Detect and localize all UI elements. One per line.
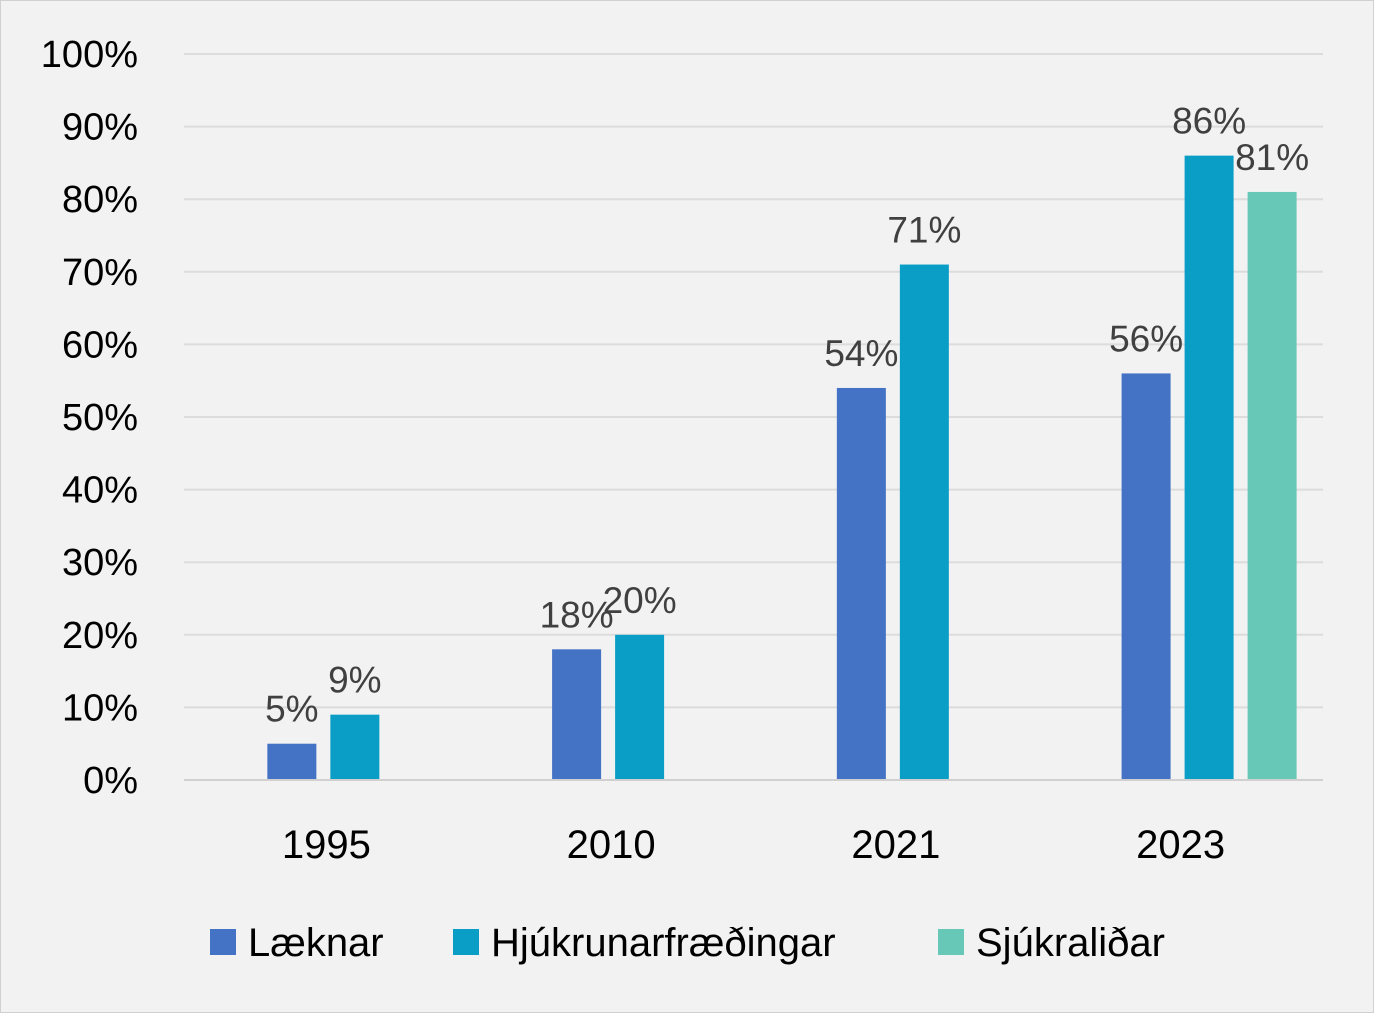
y-tick-label: 50% bbox=[62, 397, 138, 439]
data-label: 18% bbox=[540, 594, 614, 635]
legend-label: Hjúkrunarfræðingar bbox=[491, 921, 836, 965]
gridlines bbox=[184, 53, 1323, 709]
data-label: 5% bbox=[265, 689, 318, 730]
bar-hjúkrunarfræðingar-1995 bbox=[330, 714, 380, 780]
y-tick-label: 100% bbox=[41, 34, 138, 76]
legend: Læknar Hjúkrunarfræðingar Sjúkraliðar bbox=[210, 921, 1165, 965]
y-tick-label: 60% bbox=[62, 324, 138, 366]
data-label: 56% bbox=[1109, 318, 1183, 359]
bar-læknar-2023 bbox=[1121, 373, 1171, 780]
data-label: 20% bbox=[603, 580, 677, 621]
x-tick-label: 2021 bbox=[851, 823, 940, 867]
y-tick-label: 30% bbox=[62, 542, 138, 584]
bar-læknar-2010 bbox=[552, 649, 602, 780]
y-axis: 0% 10% 20% 30% 40% 50% 60% 70% 80% 90% 100% bbox=[41, 34, 138, 802]
y-tick-label: 0% bbox=[83, 760, 138, 802]
legend-label: Sjúkraliðar bbox=[976, 921, 1165, 965]
bar-sjúkraliðar-2023 bbox=[1247, 191, 1297, 780]
data-label: 81% bbox=[1235, 137, 1309, 178]
bars bbox=[267, 155, 1297, 780]
bar-hjúkrunarfræðingar-2010 bbox=[615, 634, 665, 780]
legend-swatch bbox=[938, 929, 964, 955]
x-axis: 1995 2010 2021 2023 bbox=[282, 823, 1225, 867]
y-tick-label: 10% bbox=[62, 687, 138, 729]
bar-hjúkrunarfræðingar-2023 bbox=[1184, 155, 1234, 780]
bar-læknar-2021 bbox=[836, 387, 886, 780]
data-label: 71% bbox=[887, 210, 961, 251]
y-tick-label: 70% bbox=[62, 252, 138, 294]
y-tick-label: 20% bbox=[62, 615, 138, 657]
legend-label: Læknar bbox=[248, 921, 384, 965]
data-label: 9% bbox=[328, 660, 381, 701]
data-label: 86% bbox=[1172, 101, 1246, 142]
y-tick-label: 90% bbox=[62, 107, 138, 149]
data-label: 54% bbox=[824, 333, 898, 374]
x-tick-label: 2010 bbox=[567, 823, 656, 867]
y-tick-label: 40% bbox=[62, 470, 138, 512]
legend-swatch bbox=[210, 929, 236, 955]
bar-læknar-1995 bbox=[267, 743, 317, 780]
y-tick-label: 80% bbox=[62, 179, 138, 221]
x-tick-label: 2023 bbox=[1136, 823, 1225, 867]
data-labels: 5%9% 18%20% 54% 71% 56% 86%81% bbox=[265, 101, 1309, 730]
x-tick-label: 1995 bbox=[282, 823, 371, 867]
bar-hjúkrunarfræðingar-2021 bbox=[899, 264, 949, 780]
legend-swatch bbox=[453, 929, 479, 955]
